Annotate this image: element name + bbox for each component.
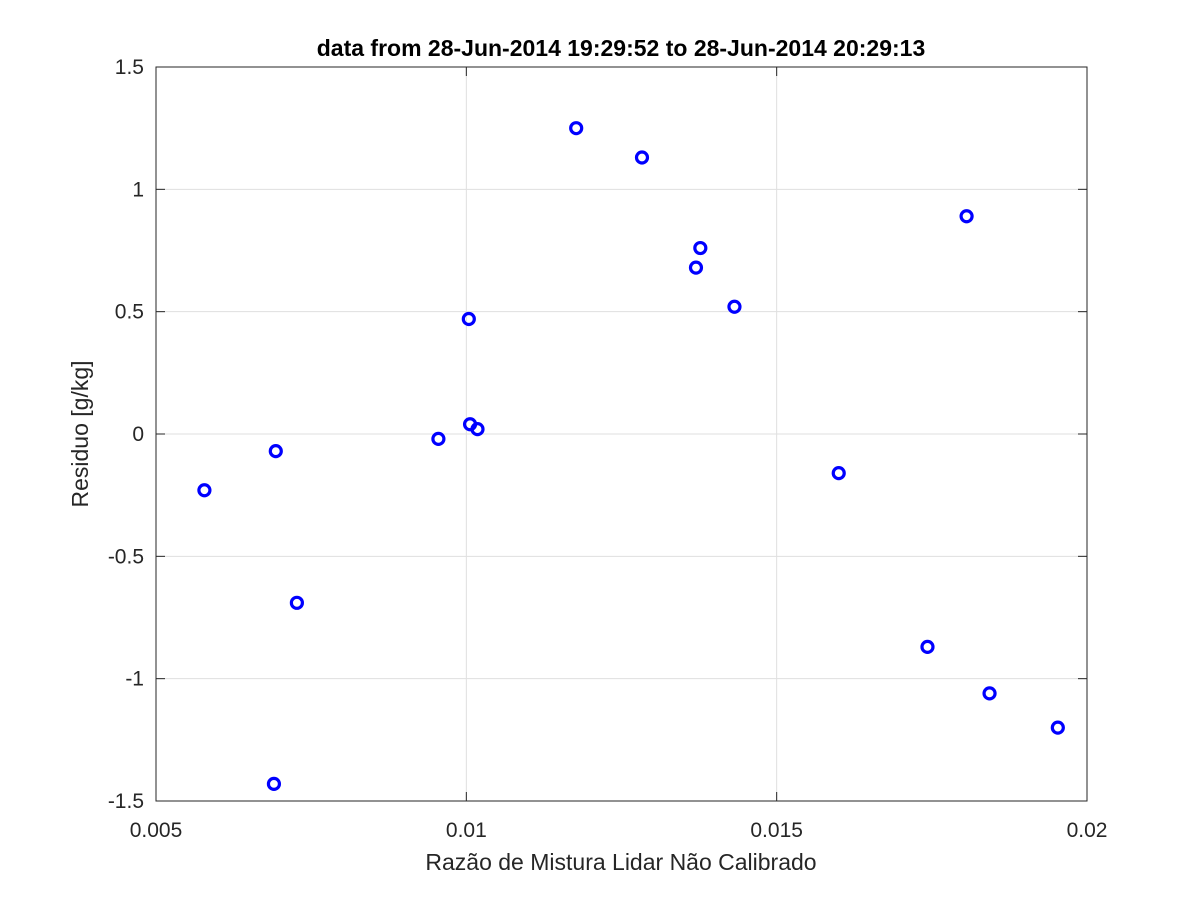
x-tick-label: 0.015: [750, 819, 803, 842]
axis-ticks: 0.005 0.01 0.015 0.02 -1.5 -1 -0.5 0 0.5 1 1.5: [108, 56, 1108, 842]
data-point: [289, 595, 304, 610]
data-point: [431, 431, 446, 446]
data-point: [688, 260, 704, 275]
data-point: [831, 466, 846, 481]
y-tick-label: -1: [125, 668, 144, 691]
data-point: [634, 150, 650, 165]
x-tick-label: 0.01: [446, 819, 487, 842]
y-tick-label: 0.5: [115, 301, 144, 324]
y-tick-label: -1.5: [108, 790, 144, 813]
x-tick-label: 0.02: [1067, 819, 1108, 842]
grid-lines: [156, 67, 1087, 801]
y-tick-label: -0.5: [108, 545, 144, 568]
data-points: [197, 121, 1065, 791]
data-point: [470, 422, 485, 437]
y-tick-label: 1: [132, 178, 144, 201]
x-axis-label: Razão de Mistura Lidar Não Calibrado: [425, 849, 816, 875]
data-point: [727, 299, 742, 314]
data-point: [569, 121, 584, 136]
data-point: [1050, 720, 1065, 735]
data-point: [266, 776, 282, 791]
y-axis-label: Residuo [g/kg]: [67, 360, 93, 507]
data-point: [920, 639, 935, 654]
data-point: [268, 444, 283, 459]
data-point: [461, 311, 476, 327]
data-point: [982, 686, 997, 701]
data-point: [693, 240, 708, 256]
y-tick-label: 1.5: [115, 56, 144, 79]
chart-title: data from 28-Jun-2014 19:29:52 to 28-Jun…: [317, 35, 926, 61]
data-point: [197, 483, 212, 498]
data-point: [959, 209, 974, 224]
x-tick-label: 0.005: [130, 819, 183, 842]
y-tick-label: 0: [132, 423, 144, 446]
